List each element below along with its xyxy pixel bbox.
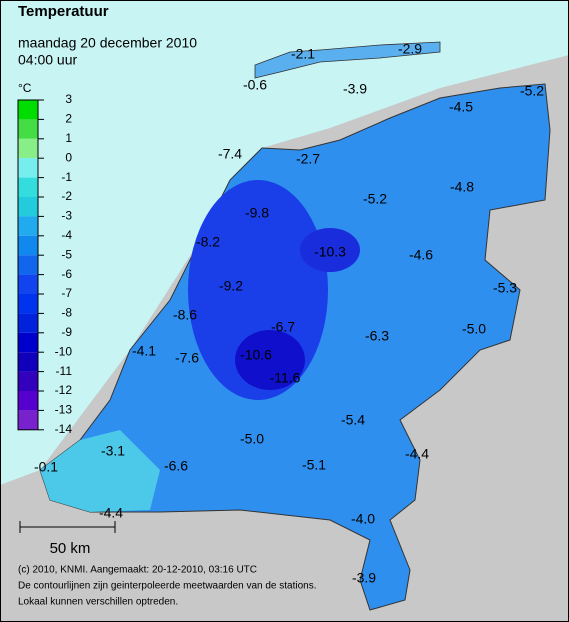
legend-label: -5 [61, 247, 72, 261]
station-value: -7.4 [218, 146, 242, 162]
legend-swatch [18, 235, 38, 256]
legend-swatch [18, 274, 38, 294]
station-value: -5.2 [363, 191, 387, 207]
legend-label: -2 [61, 189, 72, 203]
legend-unit: °C [18, 81, 32, 95]
station-value: -10.6 [240, 347, 272, 363]
coldest-zone [235, 330, 305, 390]
legend-label: -11 [56, 364, 73, 378]
title: Temperatuur [18, 3, 109, 20]
legend-swatch [18, 177, 38, 197]
legend-label: -7 [61, 286, 72, 300]
legend-swatch [18, 313, 38, 333]
legend-swatch [18, 100, 38, 120]
legend-swatch [18, 332, 38, 353]
legend-swatch [18, 158, 38, 178]
legend-label: -6 [61, 267, 72, 281]
legend-swatch [18, 138, 38, 159]
scale-label: 50 km [50, 540, 91, 557]
footer: Lokaal kunnen verschillen optreden. [18, 597, 178, 608]
legend-border [17, 99, 39, 431]
legend-label: 2 [65, 112, 72, 126]
legend-label: 0 [65, 150, 72, 164]
legend-swatch [18, 352, 38, 372]
station-value: -4.5 [449, 99, 473, 115]
sea [0, 0, 569, 485]
station-value: -3.1 [101, 443, 125, 459]
legend-swatch [18, 410, 38, 430]
time: 04:00 uur [18, 52, 77, 68]
footer: De contourlijnen zijn geinterpoleerde me… [18, 581, 317, 592]
station-value: -4.0 [351, 511, 375, 527]
station-value: -5.3 [493, 280, 517, 296]
legend-label: -8 [61, 306, 72, 320]
station-value: -10.3 [314, 244, 346, 260]
station-value: -6.7 [271, 319, 295, 335]
legend-swatch [18, 255, 38, 275]
station-value: -6.3 [365, 328, 389, 344]
station-value: -4.1 [132, 343, 156, 359]
station-value: -3.9 [343, 81, 367, 97]
station-value: -5.4 [341, 412, 365, 428]
station-value: -5.1 [302, 457, 326, 473]
islands [254, 41, 441, 79]
footer: (c) 2010, KNMI. Aangemaakt: 20-12-2010, … [18, 565, 257, 576]
legend-label: -9 [61, 325, 72, 339]
station-value: -2.9 [398, 41, 422, 57]
station-value: -5.2 [520, 83, 544, 99]
station-value: -4.8 [450, 179, 474, 195]
legend-swatch [18, 119, 38, 139]
legend-label: -4 [61, 228, 72, 242]
cold-zone [300, 228, 360, 272]
legend-label: 3 [65, 92, 72, 106]
legend-label: -12 [55, 383, 73, 397]
legend-label: -1 [61, 170, 72, 184]
legend-label: -13 [55, 403, 73, 417]
station-value: -9.8 [245, 205, 269, 221]
legend-swatch [18, 294, 38, 314]
legend-swatch [18, 197, 38, 217]
legend-label: -10 [55, 344, 73, 358]
station-value: -4.6 [409, 247, 433, 263]
station-value: -6.6 [164, 458, 188, 474]
station-value: -7.6 [175, 350, 199, 366]
station-value: -5.0 [240, 431, 264, 447]
station-value: -4.4 [99, 505, 123, 521]
legend-label: -3 [61, 209, 72, 223]
station-value: -8.6 [173, 307, 197, 323]
station-value: -4.4 [405, 446, 429, 462]
legend-swatch [18, 391, 38, 411]
warm-zone [40, 430, 160, 512]
station-value: -2.1 [291, 46, 315, 62]
station-value: -2.7 [296, 151, 320, 167]
station-value: -9.2 [219, 278, 243, 294]
date: maandag 20 december 2010 [18, 35, 197, 51]
legend-label: -14 [55, 422, 73, 436]
station-value: -11.6 [270, 370, 301, 386]
station-value: -0.6 [243, 77, 267, 93]
legend-swatch [18, 371, 38, 391]
legend-label: 1 [65, 131, 72, 145]
legend-swatch [18, 216, 38, 236]
station-value: -0.1 [34, 459, 58, 475]
station-value: -5.0 [462, 321, 486, 337]
station-value: -8.2 [196, 234, 220, 250]
station-value: -3.9 [352, 570, 376, 586]
